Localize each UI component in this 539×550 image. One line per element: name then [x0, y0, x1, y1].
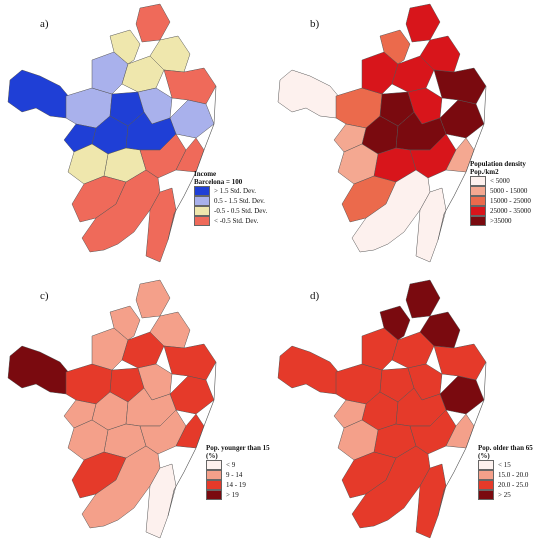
legend-b-title-1: Population density: [470, 160, 526, 168]
legend-c-item-2: 9 - 14: [206, 470, 270, 480]
legend-c-swatch-2: [206, 470, 222, 480]
legend-c-item-1: < 9: [206, 460, 270, 470]
legend-a-swatch-1: [194, 186, 210, 196]
map-b-districts: [277, 3, 487, 263]
map-c: [7, 279, 217, 539]
panel-a-label: a): [40, 18, 49, 30]
legend-d-swatch-2: [478, 470, 494, 480]
legend-d-item-2: 15.0 - 20.0: [478, 470, 533, 480]
district-polygon: [7, 345, 71, 395]
coastline: [167, 361, 217, 517]
coastline: [437, 361, 487, 517]
district-polygon: [109, 305, 141, 341]
legend-b-title-2: Pop./km2: [470, 168, 499, 176]
district-polygon: [439, 375, 485, 415]
map-b: [277, 3, 487, 263]
district-polygon: [81, 169, 161, 253]
legend-a-swatch-4: [194, 216, 210, 226]
legend-a-item-2: 0.5 - 1.5 Std. Dev.: [194, 196, 267, 206]
district-polygon: [405, 279, 441, 319]
map-a: [7, 3, 217, 263]
district-polygon: [135, 3, 171, 43]
legend-a-swatch-2: [194, 196, 210, 206]
legend-b-swatch-2: [470, 186, 486, 196]
coastline: [167, 85, 217, 241]
district-polygon: [169, 99, 215, 139]
legend-c-item-3: 14 - 19: [206, 480, 270, 490]
coastline: [437, 85, 487, 241]
legend-d: Pop. older than 65 (%) < 15 15.0 - 20.0 …: [478, 444, 533, 500]
panel-c-label: c): [40, 290, 49, 302]
district-polygon: [379, 29, 411, 65]
legend-d-swatch-4: [478, 490, 494, 500]
legend-b-item-1: < 5000: [470, 176, 531, 186]
district-polygon: [379, 305, 411, 341]
legend-a-swatch-3: [194, 206, 210, 216]
legend-c-swatch-1: [206, 460, 222, 470]
legend-d-item-1: < 15: [478, 460, 533, 470]
district-polygon: [277, 69, 341, 119]
district-polygon: [439, 99, 485, 139]
panel-d: d) Pop. older than 65 (%) < 15 15.0 - 20…: [270, 276, 538, 549]
legend-d-title-2: (%): [478, 452, 490, 460]
panel-d-label: d): [310, 290, 320, 302]
legend-a-item-3: -0.5 - 0.5 Std. Dev.: [194, 206, 267, 216]
legend-c: Pop. younger than 15 (%) < 9 9 - 14 14 -…: [206, 444, 270, 500]
legend-c-swatch-3: [206, 480, 222, 490]
district-polygon: [175, 413, 205, 449]
district-polygon: [7, 69, 71, 119]
district-polygon: [81, 445, 161, 529]
legend-c-swatch-4: [206, 490, 222, 500]
legend-b-swatch-3: [470, 196, 486, 206]
district-polygon: [351, 445, 431, 529]
legend-a-title-2: Barcelona = 100: [194, 178, 243, 186]
legend-b-swatch-1: [470, 176, 486, 186]
legend-b-item-5: >35000: [470, 216, 531, 226]
legend-b-swatch-5: [470, 216, 486, 226]
legend-d-item-4: > 25: [478, 490, 533, 500]
legend-d-swatch-1: [478, 460, 494, 470]
panel-c: c) Pop. younger than 15 (%) < 9 9 - 14 1…: [0, 276, 270, 549]
legend-b-item-3: 15000 - 25000: [470, 196, 531, 206]
legend-c-title-1: Pop. younger than 15: [206, 444, 270, 452]
legend-d-swatch-3: [478, 480, 494, 490]
legend-b-item-4: 25000 - 35000: [470, 206, 531, 216]
legend-c-title-2: (%): [206, 452, 218, 460]
legend-b-swatch-4: [470, 206, 486, 216]
district-polygon: [169, 375, 215, 415]
legend-a-item-4: < -0.5 Std. Dev.: [194, 216, 267, 226]
map-a-districts: [7, 3, 217, 263]
legend-a-item-1: > 1.5 Std. Dev.: [194, 186, 267, 196]
district-polygon: [351, 169, 431, 253]
map-d-districts: [277, 279, 487, 539]
district-polygon: [109, 29, 141, 65]
legend-c-item-4: > 19: [206, 490, 270, 500]
district-polygon: [175, 137, 205, 173]
panel-b: b) Population density Pop./km2 < 5000 50…: [270, 0, 538, 273]
legend-a-title-1: Income: [194, 170, 217, 178]
panel-b-label: b): [310, 18, 320, 30]
map-d: [277, 279, 487, 539]
district-polygon: [445, 413, 475, 449]
panel-a: a) Income Barcelona = 100 > 1.5 Std. Dev…: [0, 0, 268, 273]
district-polygon: [277, 345, 341, 395]
district-polygon: [445, 137, 475, 173]
district-polygon: [135, 279, 171, 319]
legend-d-item-3: 20.0 - 25.0: [478, 480, 533, 490]
legend-a: Income Barcelona = 100 > 1.5 Std. Dev. 0…: [194, 170, 267, 226]
district-polygon: [405, 3, 441, 43]
legend-d-title-1: Pop. older than 65: [478, 444, 533, 452]
map-c-districts: [7, 279, 217, 539]
legend-b-item-2: 5000 - 15000: [470, 186, 531, 196]
legend-b: Population density Pop./km2 < 5000 5000 …: [470, 160, 531, 226]
